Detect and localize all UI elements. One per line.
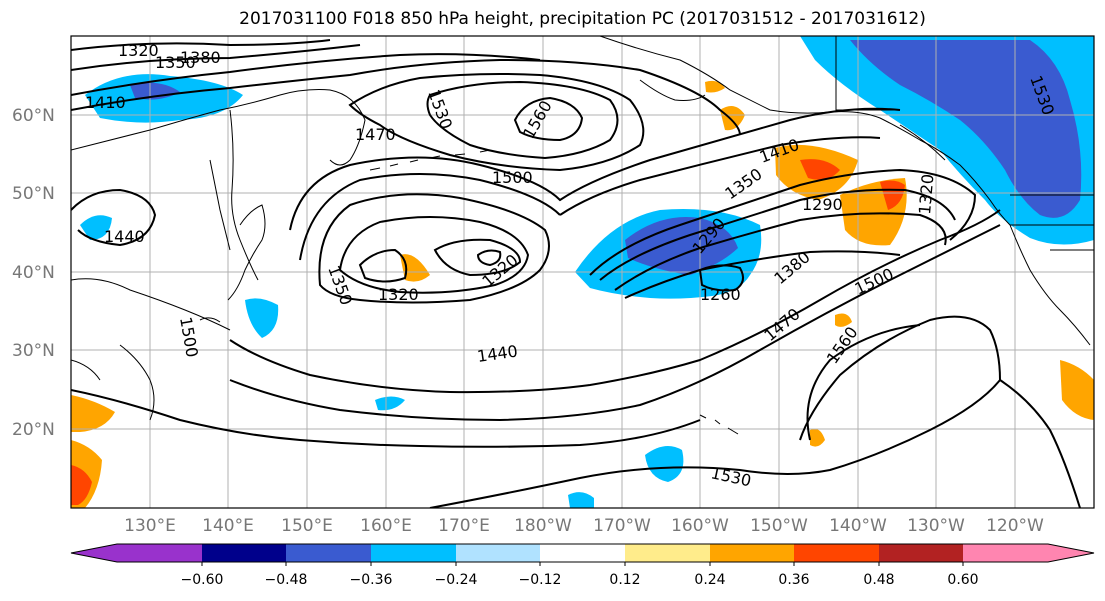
colorbar-segment — [625, 544, 710, 562]
colorbar-tick-label: 0.12 — [609, 572, 640, 588]
colorbar-segment — [879, 544, 963, 562]
lat-label-40n: 40°N — [12, 263, 55, 283]
contour-label-1260: 1260 — [700, 285, 741, 304]
contour-label-1470: 1470 — [355, 125, 396, 144]
colorbar-segment — [202, 544, 286, 562]
colorbar-segment — [794, 544, 879, 562]
colorbar-segment — [286, 544, 371, 562]
colorbar-tick-label: 0.36 — [778, 572, 809, 588]
lon-label-130e: 130°E — [124, 516, 176, 536]
lat-label-60n: 60°N — [12, 106, 55, 126]
coastlines — [71, 36, 1094, 435]
lat-label-50n: 50°N — [12, 184, 55, 204]
colorbar-tick-label: −0.12 — [519, 572, 562, 588]
contour-labels: 1320 1350 1380 1410 1470 1530 1560 1500 … — [85, 41, 1058, 490]
colorbar: −0.60 −0.48 −0.36 −0.24 −0.12 0.12 0.24 … — [70, 543, 1095, 588]
lat-label-20n: 20°N — [12, 420, 55, 440]
lon-label-140w: 140°W — [829, 516, 887, 536]
colorbar-tick-label: 0.24 — [694, 572, 725, 588]
lon-label-180w: 180°W — [514, 516, 572, 536]
colorbar-extend-low — [71, 544, 117, 562]
lon-label-170e: 170°E — [438, 516, 490, 536]
contour-label-1320: 1320 — [118, 41, 159, 60]
colorbar-segment — [710, 544, 794, 562]
longitude-labels: 130°E 140°E 150°E 160°E 170°E 180°W 170°… — [124, 516, 1044, 536]
contour-label-1350: 1350 — [155, 53, 196, 72]
colorbar-segment — [456, 544, 540, 562]
colorbar-tick-label: −0.60 — [181, 572, 224, 588]
contour-label-1320-west: 1320 — [378, 285, 419, 304]
colorbar-extend-high — [1048, 544, 1094, 562]
map-frame — [70, 35, 1095, 509]
contour-label-1410: 1410 — [85, 93, 126, 112]
colorbar-tick-label: 0.48 — [863, 572, 894, 588]
lon-label-150w: 150°W — [750, 516, 808, 536]
lon-label-140e: 140°E — [202, 516, 254, 536]
map-title: 2017031100 F018 850 hPa height, precipit… — [239, 9, 926, 29]
colorbar-tick-label: 0.60 — [947, 572, 978, 588]
lon-label-150e: 150°E — [281, 516, 333, 536]
lon-label-170w: 170°W — [593, 516, 651, 536]
colorbar-tick-label: −0.48 — [265, 572, 308, 588]
latitude-labels: 60°N 50°N 40°N 30°N 20°N — [12, 106, 55, 440]
lat-label-30n: 30°N — [12, 341, 55, 361]
lon-label-160w: 160°W — [671, 516, 729, 536]
colorbar-tick-label: −0.36 — [350, 572, 393, 588]
colorbar-segment — [371, 544, 456, 562]
contour-label-1440-west: 1440 — [104, 227, 145, 246]
colorbar-segment — [540, 544, 625, 562]
contour-label-1320-east: 1320 — [915, 173, 937, 215]
contour-label-1290-east: 1290 — [802, 195, 843, 214]
lon-label-130w: 130°W — [907, 516, 965, 536]
lon-label-160e: 160°E — [360, 516, 412, 536]
colorbar-segment — [963, 544, 1048, 562]
lon-label-120w: 120°W — [986, 516, 1044, 536]
contour-label-1380: 1380 — [180, 48, 221, 67]
contour-label-1500-center: 1500 — [492, 168, 533, 187]
colorbar-tick-label: −0.24 — [435, 572, 478, 588]
map-content: 1320 1350 1380 1410 1470 1530 1560 1500 … — [71, 36, 1094, 508]
height-contours — [71, 39, 1081, 508]
colorbar-segment — [117, 544, 202, 562]
